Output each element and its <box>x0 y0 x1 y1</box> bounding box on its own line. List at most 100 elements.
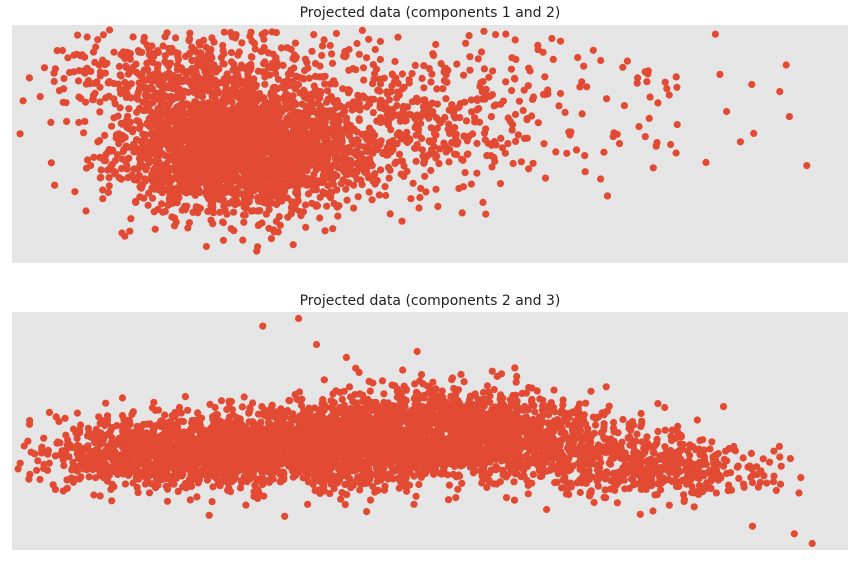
scatter-point <box>111 156 120 164</box>
scatter-point <box>204 113 212 121</box>
scatter-point <box>597 56 605 65</box>
scatter-point <box>157 96 166 104</box>
scatter-point <box>420 62 428 70</box>
scatter-point <box>425 65 433 73</box>
scatter-point <box>133 439 141 447</box>
scatter-point <box>750 129 758 137</box>
scatter-point <box>40 434 48 442</box>
scatter-point <box>291 39 300 47</box>
scatter-point <box>355 50 363 58</box>
scatter-point <box>371 138 379 146</box>
scatter-point <box>247 53 255 61</box>
scatter-point <box>661 78 669 86</box>
scatter-point <box>312 186 320 194</box>
scatter-point <box>235 48 243 56</box>
scatter-point <box>203 183 211 191</box>
scatter-point <box>363 103 371 111</box>
scatter-point <box>286 104 294 112</box>
scatter-point <box>192 48 200 56</box>
scatter-point <box>143 163 151 171</box>
scatter-point <box>224 180 232 188</box>
scatter-point <box>436 145 444 153</box>
scatter-point <box>249 169 257 177</box>
scatter-point <box>393 102 401 110</box>
scatter-point <box>75 93 83 101</box>
scatter-point <box>272 217 280 225</box>
scatter-point <box>112 134 120 142</box>
scatter-point <box>312 159 320 167</box>
scatter-point <box>301 180 309 188</box>
scatter-point <box>303 144 311 152</box>
scatter-point <box>502 30 510 38</box>
scatter-point <box>323 87 332 95</box>
scatter-point <box>74 31 82 39</box>
scatter-point <box>352 159 360 168</box>
scatter-point <box>199 79 207 87</box>
scatter-point <box>159 42 167 50</box>
scatter-point <box>219 41 227 50</box>
scatter-point <box>318 178 326 186</box>
scatter-point <box>649 164 657 172</box>
scatter-point <box>70 51 78 59</box>
scatter-point <box>199 141 207 149</box>
scatter-point <box>266 137 274 145</box>
scatter-point <box>64 436 72 444</box>
scatter-point <box>241 127 249 135</box>
scatter-point <box>351 169 359 177</box>
scatter-point <box>127 456 136 464</box>
scatter-point <box>320 162 328 170</box>
scatter-point <box>386 210 394 218</box>
scatter-point <box>415 204 423 212</box>
scatter-point <box>488 91 496 99</box>
scatter-point <box>236 484 245 492</box>
scatter-point <box>150 131 158 139</box>
scatter-point <box>80 129 88 137</box>
scatter-point <box>329 139 337 147</box>
scatter-point <box>623 57 632 65</box>
scatter-point <box>442 95 450 103</box>
scatter-point <box>376 104 384 112</box>
scatter-point <box>137 155 145 163</box>
scatter-point <box>260 35 268 43</box>
scatter-point <box>439 85 447 93</box>
scatter-point <box>248 37 256 45</box>
scatter-point <box>143 120 151 128</box>
scatter-point <box>509 121 517 129</box>
scatter-point <box>330 200 338 208</box>
scatter-point <box>267 235 275 243</box>
scatter-point <box>460 132 468 140</box>
scatter-point <box>150 208 158 216</box>
scatter-point <box>242 65 250 73</box>
scatter-point <box>51 181 59 189</box>
scatter-point <box>359 92 367 100</box>
scatter-point <box>192 78 200 86</box>
scatter-point <box>181 393 189 401</box>
scatter-point <box>305 74 313 82</box>
scatter-point <box>563 149 571 157</box>
scatter-point <box>365 35 373 43</box>
scatter-point <box>316 214 324 222</box>
scatter-point <box>233 189 241 197</box>
scatter-point <box>33 466 41 474</box>
scatter-point <box>214 158 222 166</box>
scatter-point <box>300 75 308 83</box>
scatter-point <box>124 154 132 163</box>
scatter-point <box>71 188 79 196</box>
scatter-point <box>186 29 194 37</box>
scatter-point <box>347 123 355 131</box>
scatter-point <box>477 48 486 56</box>
scatter-point <box>391 57 399 66</box>
scatter-point <box>121 133 129 141</box>
scatter-point <box>168 412 176 420</box>
scatter-point <box>290 181 298 189</box>
scatter-point <box>350 204 358 212</box>
scatter-point <box>196 166 204 174</box>
scatter-point <box>354 91 362 99</box>
scatter-point <box>480 129 489 137</box>
scatter-point <box>129 33 137 41</box>
scatter-point <box>115 62 123 71</box>
scatter-point <box>512 137 520 145</box>
scatter-point <box>645 114 653 122</box>
scatter-point <box>164 124 172 132</box>
scatter-point <box>356 142 364 150</box>
